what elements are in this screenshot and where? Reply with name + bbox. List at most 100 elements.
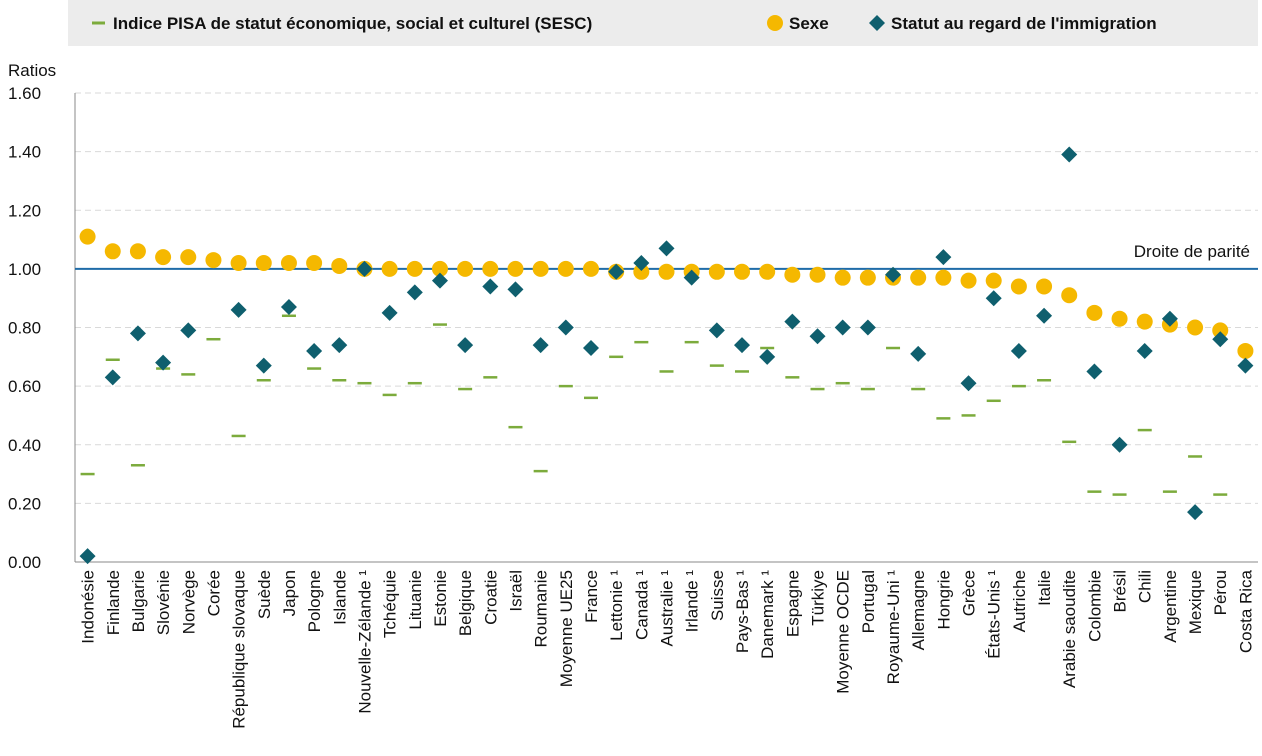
legend-background [68,0,1258,46]
x-tick-label: Chili [1136,570,1155,603]
immigration-marker [809,328,826,345]
sex-marker [1061,287,1078,304]
immigration-marker [431,272,448,289]
immigration-marker [734,337,751,354]
immigration-marker [910,345,927,362]
y-tick-label: 0.20 [8,494,41,513]
sex-marker [155,249,172,266]
x-tick-label: Arabie saoudite [1060,570,1079,688]
sex-marker [79,228,96,245]
y-tick-label: 1.00 [8,260,41,279]
immigration-marker [129,325,146,342]
x-tick-label: Indonésie [79,570,98,644]
immigration-marker [1036,307,1053,324]
sex-marker [1036,278,1053,295]
x-tick-label: Lettonie ¹ [607,570,626,641]
x-tick-label: République slovaque [230,570,249,729]
sex-marker [280,255,297,272]
x-tick-label: Corée [204,570,223,616]
y-tick-label: 0.40 [8,436,41,455]
immigration-marker [1237,357,1254,374]
x-tick-label: Irlande ¹ [683,570,702,633]
x-tick-label: Slovénie [154,570,173,635]
x-tick-label: Canada ¹ [632,570,651,640]
x-tick-label: Espagne [783,570,802,637]
sex-marker [205,252,222,269]
immigration-marker [1187,504,1204,521]
x-tick-label: Moyenne OCDE [834,570,853,694]
x-tick-label: Portugal [859,570,878,633]
x-tick-label: Nouvelle-Zélande ¹ [355,570,374,714]
immigration-marker [255,357,272,374]
x-tick-label: Royaume-Uni ¹ [884,570,903,685]
immigration-marker [633,255,650,272]
x-tick-label: Lituanie [406,570,425,630]
immigration-marker [960,375,977,392]
sex-marker [557,260,574,277]
x-tick-label: Mexique [1186,570,1205,634]
immigration-marker [759,348,776,365]
x-tick-label: Moyenne UE25 [557,570,576,687]
sex-marker [104,243,121,260]
immigration-marker [608,263,625,280]
immigration-marker [306,342,323,359]
immigration-marker [230,301,247,318]
sex-marker [985,272,1002,289]
sex-marker [406,260,423,277]
sex-marker [859,269,876,286]
sex-marker [507,260,524,277]
immigration-marker [1161,310,1178,327]
x-tick-label: Costa Rica [1236,569,1255,653]
sex-marker [1237,342,1254,359]
sex-marker [457,260,474,277]
immigration-marker [381,304,398,321]
x-tick-label: Pérou [1211,570,1230,615]
sex-marker [1010,278,1027,295]
sex-marker [255,255,272,272]
y-tick-label: 0.60 [8,377,41,396]
x-tick-label: Pays-Bas ¹ [733,570,752,653]
y-tick-label: 1.60 [8,84,41,103]
x-tick-label: Italie [1035,570,1054,606]
legend-label: Statut au regard de l'immigration [891,14,1157,33]
sex-marker [1136,313,1153,330]
immigration-marker [1111,436,1128,453]
immigration-marker [1136,342,1153,359]
immigration-marker [683,269,700,286]
immigration-marker [985,290,1002,307]
x-tick-label: Argentine [1161,570,1180,643]
x-tick-label: Japon [280,570,299,616]
sex-marker [532,260,549,277]
x-tick-label: Norvège [179,570,198,634]
x-tick-label: Danemark ¹ [758,570,777,659]
x-tick-label: États-Unis ¹ [985,570,1004,659]
sex-marker [734,263,751,280]
sex-marker [834,269,851,286]
x-tick-label: Islande [330,570,349,625]
x-tick-label: France [582,570,601,623]
sex-marker [230,255,247,272]
immigration-marker [658,240,675,257]
immigration-marker [79,548,96,565]
legend-marker [767,15,783,31]
sex-marker [1111,310,1128,327]
x-tick-label: Allemagne [909,570,928,650]
x-tick-label: Israël [506,570,525,612]
x-tick-label: Roumanie [532,570,551,648]
sex-marker [1212,322,1229,339]
immigration-marker [1086,363,1103,380]
sex-marker [129,243,146,260]
immigration-marker [356,260,373,277]
immigration-marker [834,319,851,336]
immigration-marker [104,369,121,386]
sex-marker [960,272,977,289]
legend-label: Indice PISA de statut économique, social… [113,14,592,33]
x-tick-label: Colombie [1085,570,1104,642]
x-tick-label: Tchéquie [381,570,400,638]
y-tick-label: 1.40 [8,143,41,162]
y-tick-label: 0.00 [8,553,41,572]
immigration-marker [180,322,197,339]
x-tick-label: Türkiye [809,570,828,626]
immigration-marker [885,266,902,283]
